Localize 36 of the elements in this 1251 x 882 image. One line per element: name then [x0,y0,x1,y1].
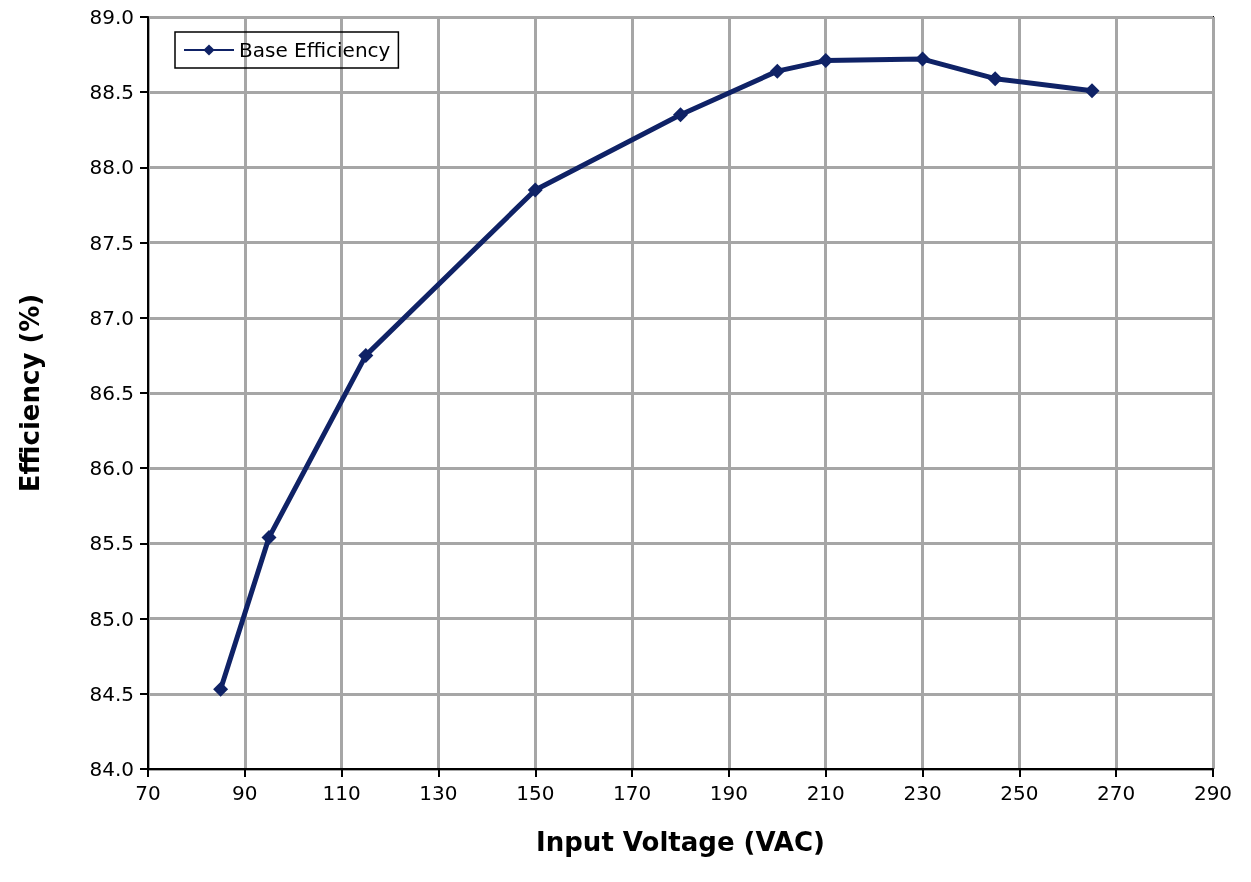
point [818,53,834,69]
point [358,347,374,363]
point [1084,83,1100,99]
y-axis-title: Efficiency (%) [15,293,45,493]
y-tick-label: 85.0 [89,606,134,631]
point [987,71,1003,87]
x-tick-label: 270 [1097,781,1136,805]
x-tick-label: 210 [806,781,845,805]
point [527,182,543,198]
x-tick-label: 190 [709,781,748,805]
point [213,681,229,697]
y-tick-label: 86.5 [89,381,134,405]
x-tick-label: 250 [1000,781,1039,805]
x-tick-label: 230 [903,781,942,805]
x-tick-label: 170 [613,781,652,805]
x-tick-label: 150 [516,781,555,805]
y-tick-label: 84.5 [89,681,134,706]
y-tick-label: 88.5 [89,80,134,105]
y-tick-label: 85.5 [89,531,134,556]
y-tick-label: 88.0 [89,155,134,180]
x-tick-label: 130 [419,781,458,805]
x-tick-label: 110 [322,781,361,805]
y-tick-label: 87.0 [89,305,134,330]
point [261,529,277,545]
point [915,51,931,67]
x-axis-title: Input Voltage (VAC) [536,827,825,857]
x-tick-label: 290 [1193,781,1233,805]
legend-label: Base Efficiency [239,38,391,62]
point [673,107,688,123]
x-tick-label: 70 [135,781,161,805]
y-tick-label: 86.0 [89,456,134,481]
point [769,63,785,79]
y-tick-label: 89.0 [89,5,134,29]
y-tick-label: 87.5 [89,230,134,255]
x-tick-label: 90 [232,781,258,805]
y-tick-label: 84.0 [89,757,134,781]
